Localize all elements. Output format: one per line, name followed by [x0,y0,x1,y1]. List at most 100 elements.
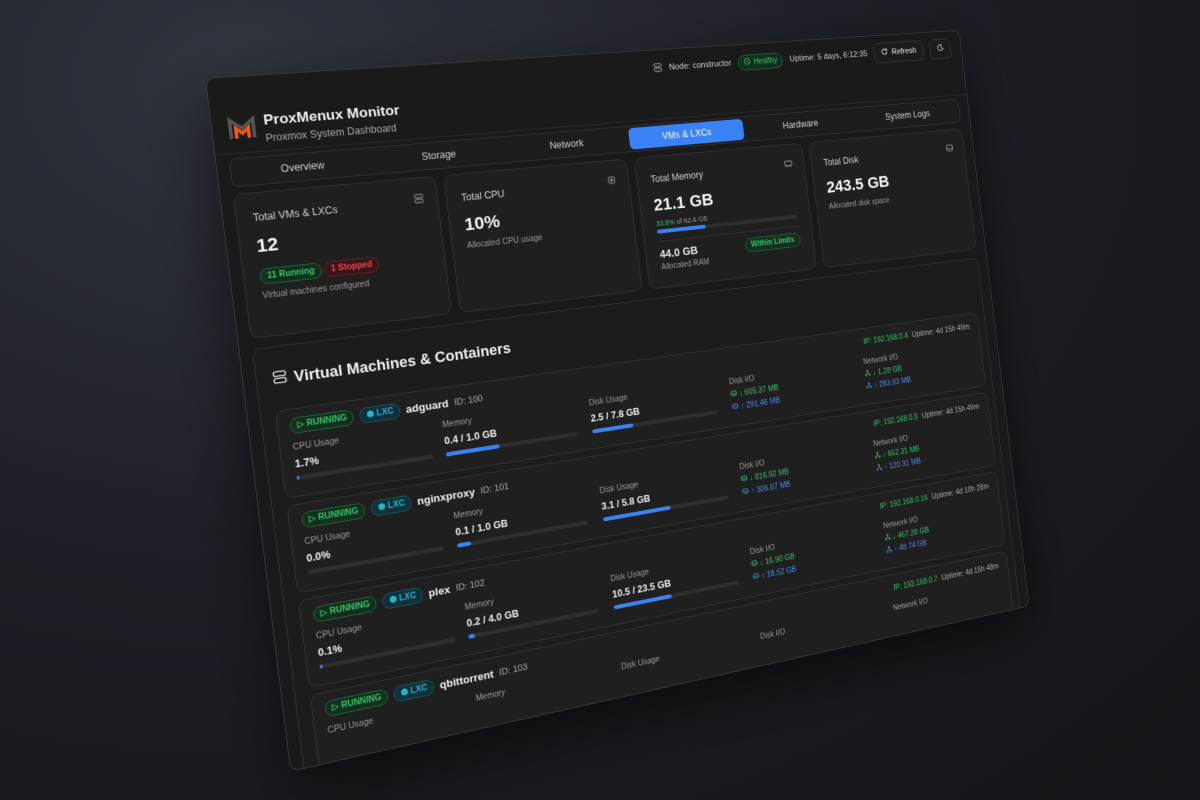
disk-write-value: ↑ 291.46 MB [740,396,781,411]
network-icon [884,533,891,543]
health-badge: Healthy [737,51,784,71]
disk-io-label: Disk I/O [759,627,786,642]
hard-drive-icon [752,572,759,582]
total-memory-card: Total Memory 21.1 GB 33.8% of 62.6 GB 44… [633,142,817,290]
card-title: Total Memory [649,169,704,185]
header-status-bar: Node: constructor Healthy Uptime: 5 days… [652,38,952,79]
node-name: Node: constructor [668,58,732,73]
box-icon: ⬢ [400,687,409,698]
network-icon [876,463,883,473]
tab-overview[interactable]: Overview [280,159,326,175]
network-io-column: Network I/O ↓ 467.39 GB ↑ 48.74 GB [883,502,996,556]
box-icon: ⬢ [377,502,387,513]
vm-id: ID: 101 [479,481,510,496]
network-io-column: Network I/O ↓ 662.31 MB ↑ 120.31 MB [873,422,986,473]
disk-write-value: ↑ 18.52 GB [760,564,797,581]
network-in-value: ↓ 1.28 GB [872,364,903,378]
disk-read-value: ↓ 605.37 MB [738,383,780,398]
status-label: RUNNING [317,506,360,523]
disk-column: Disk Usage [620,636,747,672]
disk-column: Disk Usage 3.1 / 5.8 GB [599,466,729,522]
disk-io-column: Disk I/O [759,608,878,642]
vm-id: ID: 103 [498,661,529,678]
type-badge: ⬢ LXC [381,586,424,610]
server-icon [413,193,425,208]
play-icon: ▷ [319,607,328,619]
memory-status-badge: Within Limits [744,232,801,253]
network-icon [864,369,871,379]
tab-hardware[interactable]: Hardware [782,117,819,131]
cpu-icon [606,174,617,189]
uptime-label: Uptime: [911,328,937,340]
uptime-label: Uptime: [941,569,966,583]
disk-label: Disk Usage [620,654,661,672]
status-label: RUNNING [329,599,371,617]
tab-network[interactable]: Network [549,137,585,152]
dashboard-window: Node: constructor Healthy Uptime: 5 days… [205,29,1030,772]
refresh-label: Refresh [891,46,918,57]
network-icon [886,545,893,555]
disk-io-column: Disk I/O ↓ 605.37 MB ↑ 291.46 MB [729,361,851,412]
vm-ip-uptime: IP: 192.168.0.4 Uptime: 4d 15h 49m [863,323,970,346]
vm-name: adguard [405,397,450,416]
server-icon [652,62,662,74]
status-badge: ▷ RUNNING [289,409,355,435]
vm-ip: IP: 192.168.0.7 [893,575,939,593]
box-icon: ⬢ [388,594,398,606]
network-out-value: ↑ 48.74 GB [893,538,928,554]
theme-toggle-button[interactable] [928,38,952,60]
uptime-label: Uptime: [921,408,947,421]
card-value: 12 [255,233,280,257]
vm-name: nginxproxy [416,485,476,508]
hard-drive-icon [732,402,739,412]
hard-drive-icon [945,143,954,156]
status-label: RUNNING [340,692,382,711]
tab-system-logs[interactable]: System Logs [884,108,931,123]
type-label: LXC [387,498,406,511]
vm-uptime: 4d 15h 48m [964,562,1000,578]
status-badge: ▷ RUNNING [300,502,367,529]
play-icon: ▷ [331,701,340,713]
refresh-icon [881,47,889,58]
server-icon [272,369,288,388]
moon-icon [936,44,944,54]
vm-name: plex [427,583,451,600]
total-cpu-card: Total CPU 10% Allocated CPU usage [442,158,643,314]
cpu-column: CPU Usage 1.7% [292,423,434,481]
uptime-label: Uptime: [931,488,957,502]
status-label: RUNNING [306,413,348,429]
network-out-value: ↑ 120.31 MB [883,456,922,472]
network-icon [874,451,881,461]
vm-name: qbittorrent [439,667,495,692]
brand: ProxMenux Monitor Proxmox System Dashboa… [227,102,402,146]
tab-storage[interactable]: Storage [420,148,457,163]
status-badge: ▷ RUNNING [324,688,390,718]
network-icon [866,381,873,391]
hard-drive-icon [742,487,749,497]
vm-id: ID: 100 [453,393,484,408]
vm-id: ID: 102 [455,577,486,593]
proxmenux-logo [227,115,257,145]
type-badge: ⬢ LXC [393,678,435,703]
system-uptime: Uptime: 5 days, 6:12:35 [789,49,869,64]
network-io-column: Network I/O ↓ 1.28 GB ↑ 283.93 MB [863,342,977,391]
vm-ip: IP: 192.168.0.16 [879,494,929,512]
play-icon: ▷ [296,419,305,430]
box-icon: ⬢ [366,409,375,420]
allocated-ram-label: Allocated RAM [660,257,710,272]
running-count-badge: 11 Running [259,262,323,285]
type-label: LXC [410,683,428,696]
total-vms-card: Total VMs & LXCs 12 11 Running 1 Stopped… [232,175,452,339]
memory-percent: 33.8% [655,217,676,228]
disk-io-column: Disk I/O ↓ 816.92 MB ↑ 306.67 MB [739,443,860,497]
memory-column: Memory 0.4 / 1.0 GB [442,402,578,457]
refresh-button[interactable]: Refresh [872,40,925,64]
tab-vms-lxcs[interactable]: VMs & LXCs [627,118,745,150]
hard-drive-icon [740,474,747,484]
vm-uptime: 4d 15h 49m [935,323,970,336]
type-label: LXC [398,591,417,604]
check-circle-icon [743,57,751,67]
vm-ip: IP: 192.168.0.4 [863,332,909,347]
section-title-text: Virtual Machines & Containers [293,339,512,386]
total-disk-card: Total Disk 243.5 GB Allocated disk space [808,128,977,269]
